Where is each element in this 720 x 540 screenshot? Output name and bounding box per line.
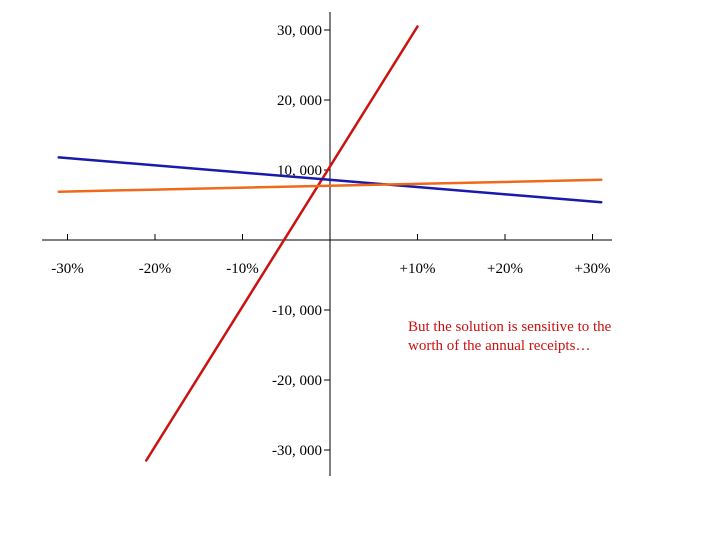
x-tick-label: +20% [487, 261, 523, 277]
x-tick-label: -10% [226, 261, 259, 277]
series-line-1 [145, 25, 419, 462]
x-tick-label: +30% [575, 261, 611, 277]
series-line-3 [57, 178, 603, 193]
series-line-2 [57, 156, 603, 204]
y-tick-label: -10, 000 [272, 303, 322, 319]
annotation-line-2: worth of the annual receipts… [408, 338, 591, 354]
y-tick-label: -30, 000 [272, 443, 322, 459]
y-tick-label: 30, 000 [277, 23, 322, 39]
series-lines [57, 25, 603, 462]
y-tick-label: -20, 000 [272, 373, 322, 389]
y-axis-ticks: 30, 000 20, 000 10, 000 -10, 000 -20, 000 -30… [272, 23, 330, 459]
x-tick-label: -20% [139, 261, 172, 277]
annotation-note: But the solution is sensitive to the wor… [408, 318, 668, 356]
annotation-line-1: But the solution is sensitive to the [408, 319, 612, 335]
y-tick-label: 10, 000 [277, 163, 322, 179]
x-axis-ticks: -30% -20% -10% +10% +20% +30% [51, 234, 610, 277]
x-tick-label: +10% [400, 261, 436, 277]
y-tick-label: 20, 000 [277, 93, 322, 109]
x-tick-label: -30% [51, 261, 84, 277]
